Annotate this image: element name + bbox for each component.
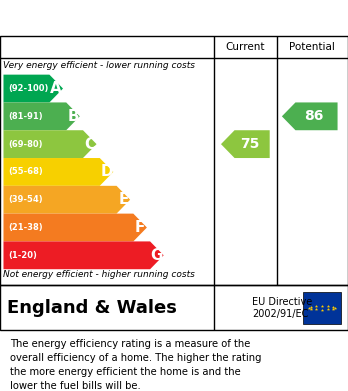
Polygon shape bbox=[3, 75, 63, 102]
Polygon shape bbox=[3, 241, 164, 269]
Text: (39-54): (39-54) bbox=[9, 195, 43, 204]
Text: (21-38): (21-38) bbox=[9, 223, 43, 232]
Text: England & Wales: England & Wales bbox=[7, 299, 177, 317]
Text: Potential: Potential bbox=[290, 42, 335, 52]
Text: EU Directive
2002/91/EC: EU Directive 2002/91/EC bbox=[252, 297, 313, 319]
Polygon shape bbox=[3, 130, 96, 158]
Text: (1-20): (1-20) bbox=[9, 251, 38, 260]
Polygon shape bbox=[282, 102, 338, 130]
Polygon shape bbox=[3, 213, 147, 241]
Text: (55-68): (55-68) bbox=[9, 167, 44, 176]
Polygon shape bbox=[3, 158, 113, 186]
Polygon shape bbox=[3, 186, 130, 213]
Text: Current: Current bbox=[226, 42, 265, 52]
Text: Energy Efficiency Rating: Energy Efficiency Rating bbox=[10, 9, 239, 27]
Text: C: C bbox=[84, 136, 95, 152]
Text: D: D bbox=[100, 165, 113, 179]
Text: F: F bbox=[135, 220, 145, 235]
Text: Very energy efficient - lower running costs: Very energy efficient - lower running co… bbox=[3, 61, 196, 70]
Text: A: A bbox=[50, 81, 62, 96]
Text: G: G bbox=[151, 248, 163, 263]
Text: 86: 86 bbox=[304, 109, 324, 123]
Text: (92-100): (92-100) bbox=[9, 84, 49, 93]
Text: Not energy efficient - higher running costs: Not energy efficient - higher running co… bbox=[3, 271, 195, 280]
Text: B: B bbox=[67, 109, 79, 124]
Text: E: E bbox=[118, 192, 128, 207]
Polygon shape bbox=[3, 102, 80, 130]
Text: The energy efficiency rating is a measure of the
overall efficiency of a home. T: The energy efficiency rating is a measur… bbox=[10, 339, 262, 391]
Text: 75: 75 bbox=[240, 137, 259, 151]
Bar bbox=[303, 292, 341, 324]
Text: (81-91): (81-91) bbox=[9, 112, 43, 121]
Text: (69-80): (69-80) bbox=[9, 140, 43, 149]
Polygon shape bbox=[221, 130, 270, 158]
